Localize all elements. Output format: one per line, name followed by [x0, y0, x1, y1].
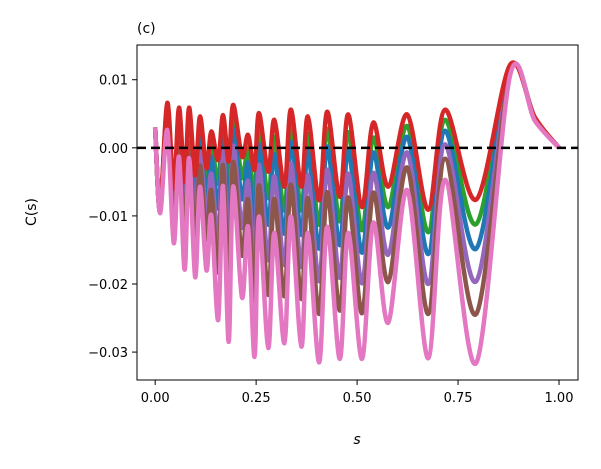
y-tick-label: −0.02	[88, 278, 128, 293]
y-tick-label: −0.03	[88, 346, 128, 361]
series-line-5	[152, 60, 561, 213]
y-tick-label: 0.01	[99, 74, 128, 89]
x-tick-label: 0.00	[141, 391, 170, 406]
x-tick-label: 0.25	[242, 391, 271, 406]
chart-title: (c)	[137, 21, 156, 37]
series-layer	[152, 60, 561, 366]
x-axis-ticks: 0.00 0.25 0.50 0.75 1.00	[141, 380, 574, 406]
x-tick-label: 0.50	[343, 391, 372, 406]
series-line-6	[152, 61, 561, 366]
x-tick-label: 0.75	[444, 391, 473, 406]
y-tick-label: −0.01	[88, 210, 128, 225]
y-axis-ticks: 0.01 0.00 −0.01 −0.02 −0.03	[88, 74, 137, 361]
y-axis-label: C(s)	[24, 198, 40, 226]
y-tick-label: 0.00	[99, 142, 128, 157]
x-axis-label: s	[353, 432, 360, 448]
x-tick-label: 1.00	[545, 391, 574, 406]
